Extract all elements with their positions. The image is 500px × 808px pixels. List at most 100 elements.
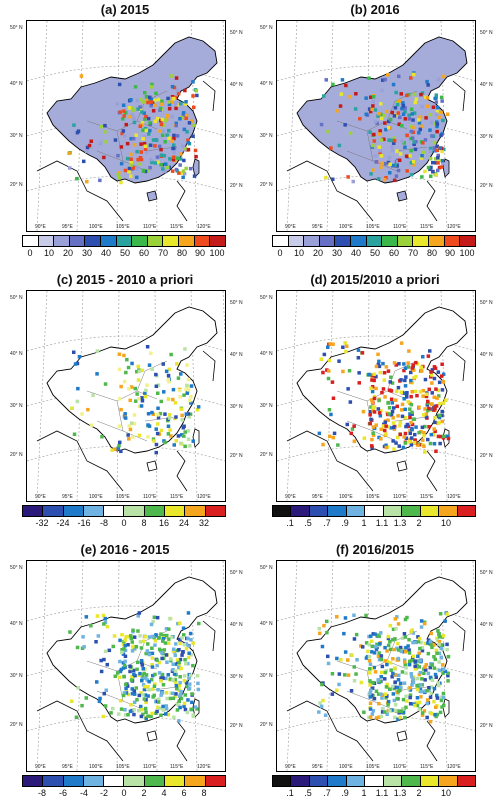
- colorbar-tick: 4: [161, 788, 167, 798]
- lon-label: 115°E: [420, 764, 434, 770]
- lat-label: 20° N: [10, 722, 23, 728]
- panel-title-f: (f) 2016/2015: [335, 542, 415, 557]
- lon-label: 95°E: [312, 224, 323, 230]
- panel-d: (d) 2015/2010 a priori 50° N 40° N 30° N…: [250, 270, 500, 540]
- lat-label: 40° N: [480, 622, 493, 628]
- colorbar-tick: -32: [35, 518, 49, 528]
- lon-label: 90°E: [35, 494, 46, 500]
- colorbar-swatch: [132, 236, 148, 246]
- colorbar-tick: 80: [176, 248, 187, 258]
- colorbar-tick: -8: [99, 518, 108, 528]
- lat-label: 40° N: [260, 81, 273, 87]
- colorbar-tick: 24: [178, 518, 189, 528]
- colorbar-tick: 50: [119, 248, 130, 258]
- colorbar-swatch: [273, 776, 292, 786]
- colorbar-swatch: [165, 506, 186, 516]
- lon-label: 115°E: [170, 764, 184, 770]
- panel-title-d: (d) 2015/2010 a priori: [310, 272, 440, 287]
- colorbar-tick: 10: [293, 248, 304, 258]
- lat-label: 50° N: [260, 565, 273, 571]
- lat-label: 30° N: [260, 673, 273, 679]
- colorbar-swatch: [288, 236, 305, 246]
- lat-label: 30° N: [10, 403, 23, 409]
- map-c: [27, 291, 225, 501]
- lat-label: 50° N: [10, 295, 23, 301]
- colorbar-swatch: [43, 776, 64, 786]
- colorbar-e: [22, 775, 226, 787]
- lon-label: 95°E: [62, 764, 73, 770]
- data-pixels: [68, 611, 201, 723]
- lon-label: 90°E: [35, 224, 46, 230]
- lat-label: 50° N: [10, 25, 23, 31]
- lon-label: 95°E: [62, 494, 73, 500]
- colorbar-tick: 100: [209, 248, 225, 258]
- lon-label: 95°E: [312, 494, 323, 500]
- colorbar-tick: 100: [459, 248, 475, 258]
- colorbar-b: [272, 235, 476, 247]
- lon-label: 100°E: [339, 494, 353, 500]
- colorbar-swatch: [460, 236, 475, 246]
- panel-title-a: (a) 2015: [100, 2, 150, 17]
- colorbar-d: [272, 505, 476, 517]
- colorbar-tick: 20: [62, 248, 73, 258]
- colorbar-swatch: [319, 236, 336, 246]
- colorbar-tick: 50: [369, 248, 380, 258]
- colorbar-tick: 8: [141, 518, 147, 528]
- map-frame-d: [276, 290, 476, 502]
- colorbar-swatch: [124, 776, 145, 786]
- lat-label: 20° N: [480, 723, 493, 729]
- lat-label: 50° N: [230, 570, 243, 576]
- colorbar-tick: 32: [198, 518, 209, 528]
- map-frame-e: [26, 560, 226, 772]
- colorbar-tick: .5: [304, 788, 312, 798]
- colorbar-swatch: [83, 506, 105, 516]
- colorbar-swatch: [210, 236, 225, 246]
- colorbar-swatch: [205, 776, 225, 786]
- map-a: [27, 21, 225, 231]
- map-e: [27, 561, 225, 771]
- lon-label: 120°E: [447, 764, 461, 770]
- lat-label: 30° N: [480, 404, 493, 410]
- data-pixels: [70, 345, 201, 455]
- colorbar-a: [22, 235, 226, 247]
- colorbar-swatch: [144, 776, 166, 786]
- colorbar-swatch: [365, 776, 384, 786]
- colorbar-swatch: [402, 506, 421, 516]
- lat-label: 40° N: [480, 352, 493, 358]
- lat-label: 40° N: [10, 621, 23, 627]
- colorbar-swatch: [328, 506, 347, 516]
- colorbar-swatch: [365, 506, 384, 516]
- colorbar-tick: -8: [37, 788, 46, 798]
- colorbar-tick: 2: [141, 788, 147, 798]
- colorbar-swatch: [439, 776, 458, 786]
- lat-label: 30° N: [10, 673, 23, 679]
- lat-label: 50° N: [230, 300, 243, 306]
- colorbar-swatch: [83, 776, 105, 786]
- colorbar-tick: 1: [361, 788, 367, 798]
- colorbar-swatch: [205, 506, 225, 516]
- panel-b: (b) 2016 50° N 40° N 30° N 20° N 50° N 4…: [250, 0, 500, 270]
- lon-label: 120°E: [447, 494, 461, 500]
- lat-label: 40° N: [10, 81, 23, 87]
- colorbar-swatch: [23, 506, 44, 516]
- colorbar-swatch: [346, 776, 366, 786]
- map-frame-b: [276, 20, 476, 232]
- lon-label: 120°E: [447, 224, 461, 230]
- colorbar-swatch: [457, 506, 475, 516]
- colorbar-tick: 20: [312, 248, 323, 258]
- colorbar-swatch: [23, 236, 39, 246]
- colorbar-swatch: [104, 506, 125, 516]
- lat-label: 50° N: [260, 25, 273, 31]
- lon-label: 100°E: [339, 224, 353, 230]
- lon-label: 110°E: [143, 764, 157, 770]
- map-b: [277, 21, 475, 231]
- lon-label: 115°E: [420, 494, 434, 500]
- lon-label: 110°E: [393, 764, 407, 770]
- colorbar-swatch: [291, 776, 310, 786]
- colorbar-swatch: [144, 506, 166, 516]
- colorbar-tick: 80: [426, 248, 437, 258]
- lat-label: 20° N: [10, 452, 23, 458]
- colorbar-c: [22, 505, 226, 517]
- colorbar-tick: 8: [201, 788, 207, 798]
- colorbar-swatch: [366, 236, 383, 246]
